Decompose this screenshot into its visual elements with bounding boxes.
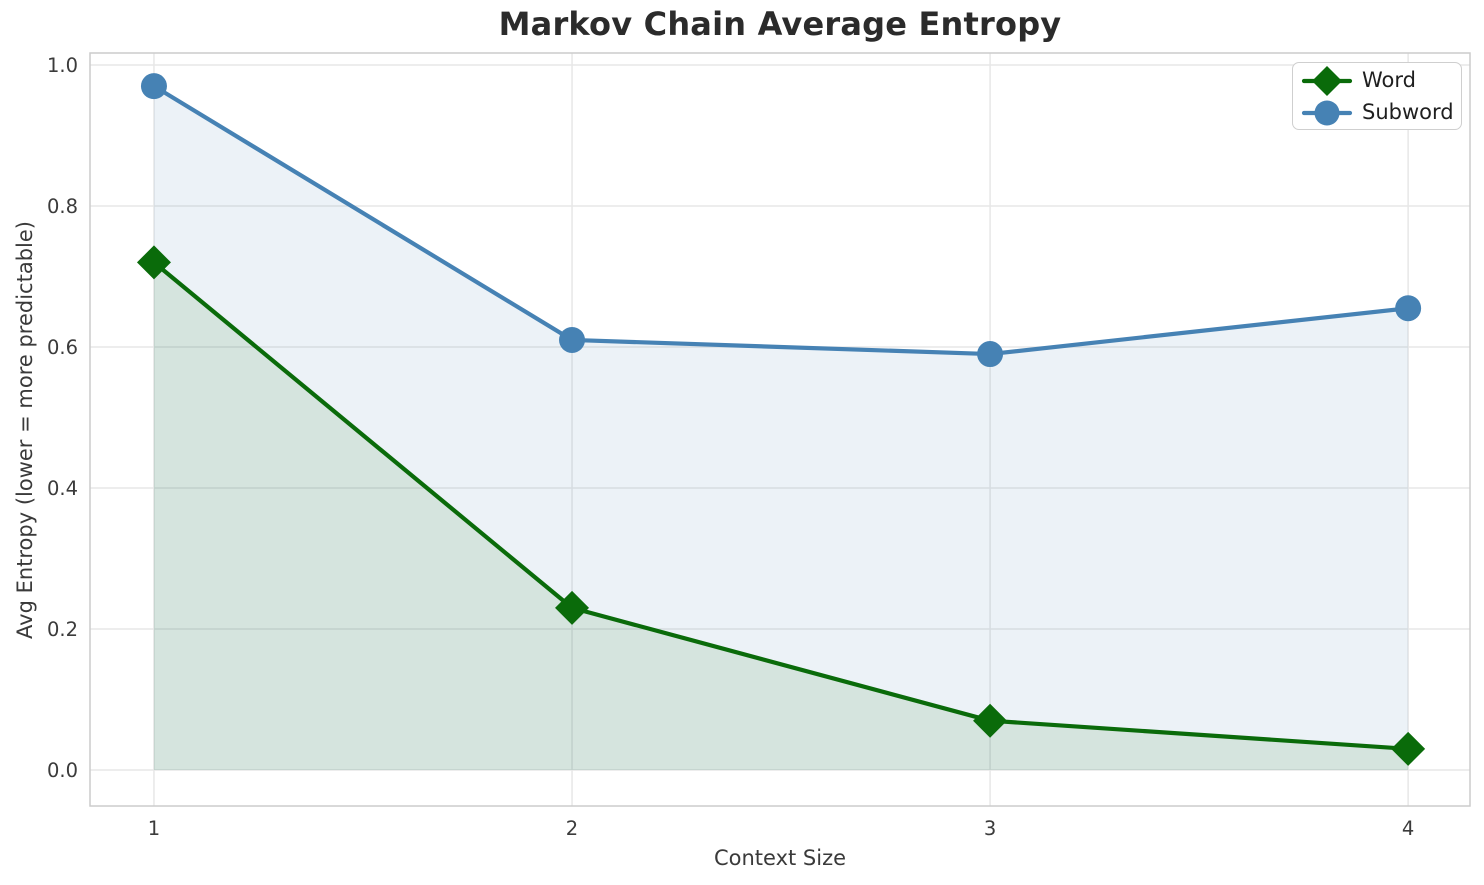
subword-area-fill <box>153 86 1409 771</box>
word-series-line <box>151 260 1411 751</box>
chart-title: Markov Chain Average Entropy <box>498 5 1062 43</box>
word-diamond-marker-icon <box>1301 65 1353 96</box>
x-tick-label: 4 <box>1402 817 1414 840</box>
word-marker <box>1391 731 1426 766</box>
word-marker <box>973 703 1008 738</box>
y-tick-label: 0.4 <box>47 477 78 500</box>
subword-circle-marker-icon <box>1301 100 1353 125</box>
x-tick-label: 1 <box>148 817 160 840</box>
subword-marker <box>559 326 586 353</box>
subword-marker <box>977 341 1004 368</box>
legend-item-word: Word <box>1301 65 1461 97</box>
legend: Word Subword <box>1292 62 1462 130</box>
word-area-fill <box>153 262 1409 771</box>
x-tick-label: 3 <box>984 817 996 840</box>
y-tick-label: 0.2 <box>47 618 78 641</box>
y-tick-label: 0.0 <box>47 759 78 782</box>
y-tick-label: 0.8 <box>47 195 78 218</box>
legend-label-subword: Subword <box>1362 100 1454 124</box>
plot-border <box>89 52 1471 807</box>
subword-marker <box>1395 295 1422 322</box>
subword-series-line <box>151 84 1411 357</box>
subword-marker <box>140 73 167 100</box>
x-tick-label: 2 <box>566 817 578 840</box>
y-tick-label: 0.6 <box>47 336 78 359</box>
legend-item-subword: Subword <box>1301 97 1461 129</box>
y-axis-label: Avg Entropy (lower = more predictable) <box>13 221 37 639</box>
plot-background <box>90 53 1470 806</box>
legend-label-word: Word <box>1362 68 1416 92</box>
x-axis-label: Context Size <box>713 846 847 870</box>
word-marker <box>555 590 590 625</box>
y-tick-label: 1.0 <box>47 54 78 77</box>
word-marker <box>136 245 171 280</box>
